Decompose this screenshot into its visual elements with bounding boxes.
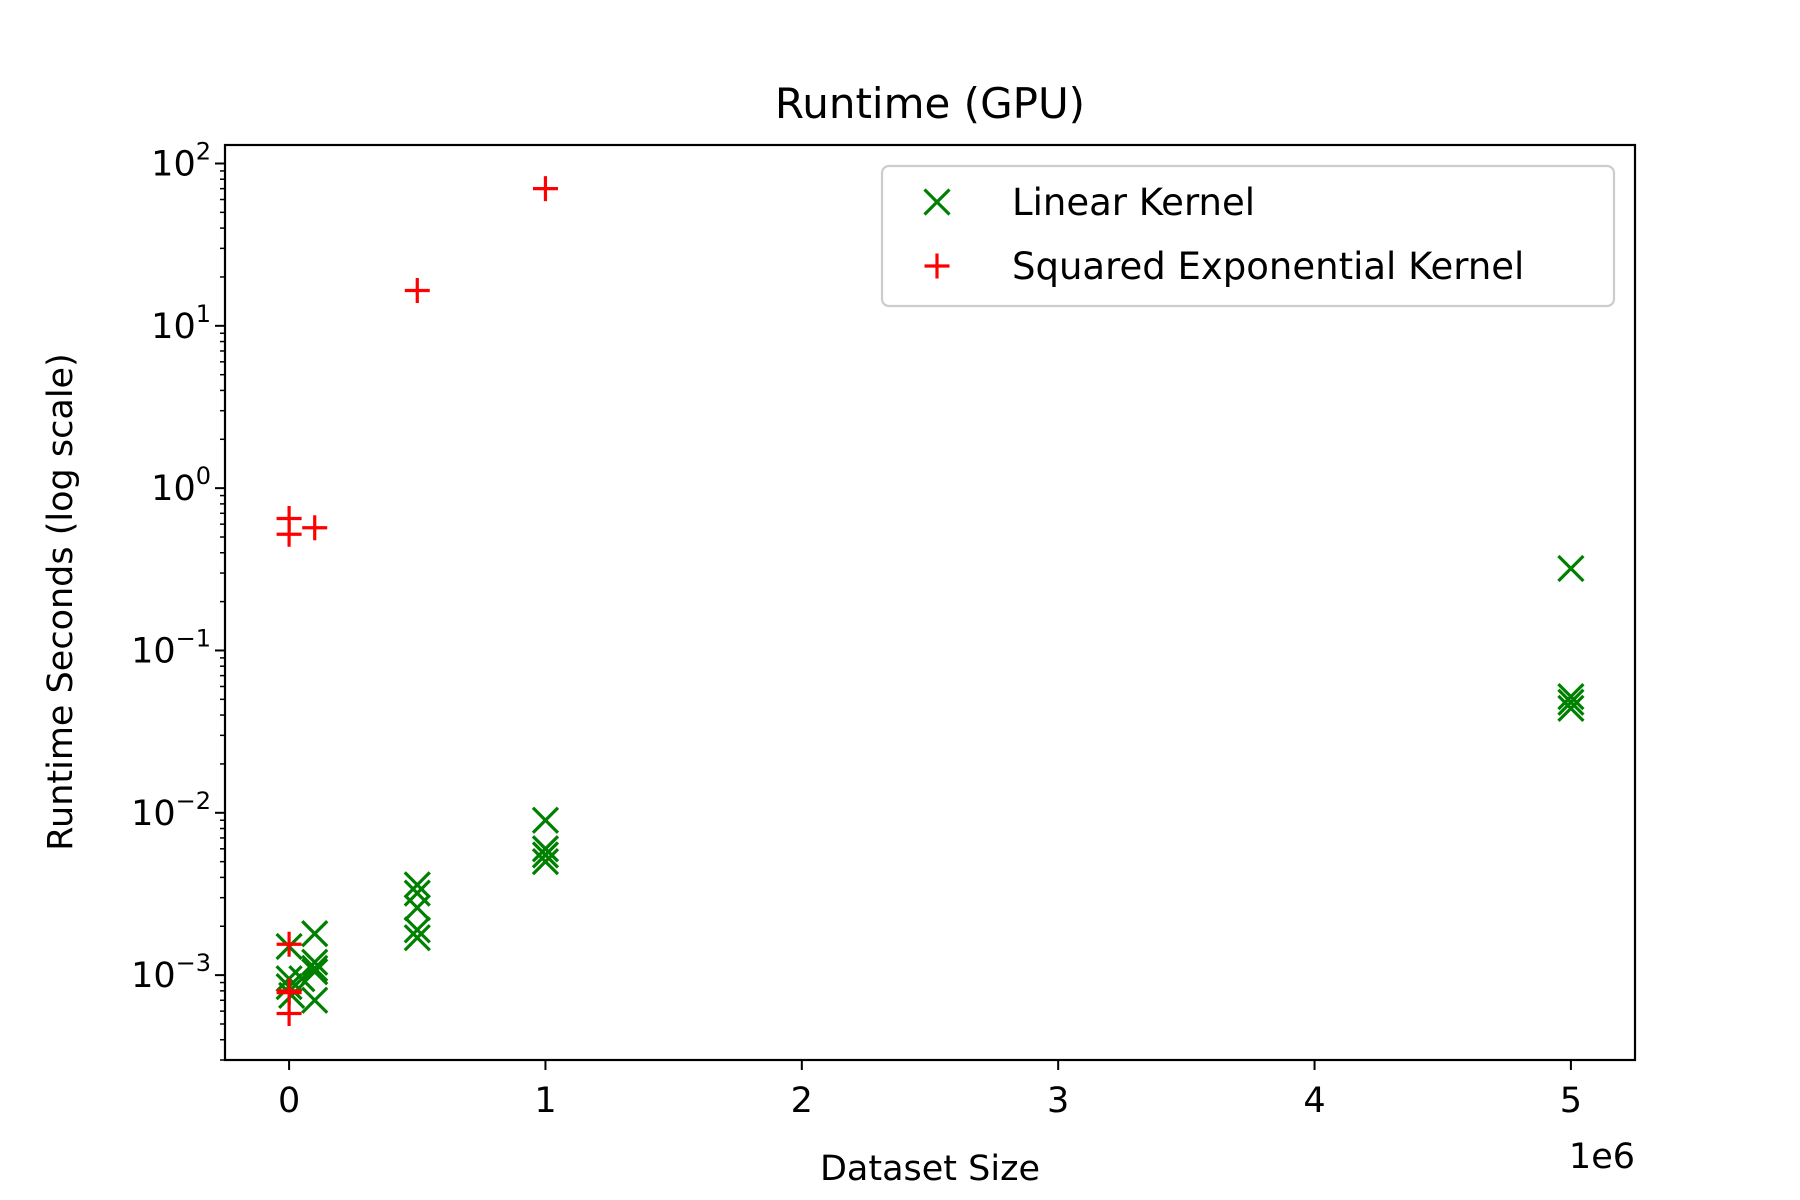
x-tick-label: 1 <box>534 1081 556 1121</box>
y-tick-label: 10−1 <box>131 624 211 671</box>
data-marks <box>275 176 1585 1027</box>
x-tick-label: 2 <box>791 1081 813 1121</box>
data-point <box>532 176 558 202</box>
data-point <box>301 920 329 948</box>
data-point <box>531 806 560 834</box>
x-axis-ticks: 0 1 2 3 4 5 <box>278 1060 1582 1121</box>
series-squared-exponential-kernel <box>276 176 558 1027</box>
y-tick-label: 101 <box>151 300 211 347</box>
data-point <box>276 980 302 1006</box>
x-tick-label: 5 <box>1560 1081 1582 1121</box>
data-point <box>403 894 431 922</box>
x-tick-label: 4 <box>1303 1081 1325 1121</box>
x-axis-label: Dataset Size <box>820 1149 1040 1189</box>
y-tick-label: 10−2 <box>131 787 211 834</box>
data-point <box>1557 694 1585 722</box>
series-linear-kernel <box>275 554 1585 1014</box>
x-tick-label: 3 <box>1047 1081 1069 1121</box>
x-axis-offset-label: 1e6 <box>1569 1137 1635 1177</box>
data-point <box>278 981 306 1010</box>
data-point <box>302 515 328 541</box>
data-point <box>1557 554 1585 583</box>
plot-frame <box>223 143 1637 1062</box>
data-point <box>288 965 316 993</box>
y-tick-label: 100 <box>151 462 211 509</box>
legend-marker <box>924 253 950 279</box>
data-point <box>301 948 329 976</box>
chart-title: Runtime (GPU) <box>775 79 1085 128</box>
legend-box <box>880 164 1616 308</box>
data-point <box>276 1001 302 1027</box>
y-axis-label: Runtime Seconds (log scale) <box>41 353 81 850</box>
data-point <box>403 916 431 944</box>
data-point <box>403 924 431 952</box>
data-point <box>301 986 329 1014</box>
data-point <box>276 931 302 957</box>
legend-marker <box>923 188 951 216</box>
data-point <box>1557 682 1585 711</box>
data-point <box>276 521 302 547</box>
data-point <box>301 954 329 983</box>
y-tick-label: 102 <box>151 137 211 184</box>
legend-label: Squared Exponential Kernel <box>1012 245 1524 288</box>
x-tick-label: 0 <box>278 1081 300 1121</box>
data-point <box>403 871 431 899</box>
data-point <box>1557 688 1585 716</box>
data-point <box>531 848 560 876</box>
y-tick-label: 10−3 <box>131 949 211 996</box>
data-point <box>301 958 329 986</box>
data-point <box>531 835 560 863</box>
legend-entries: Linear Kernel Squared Exponential Kernel <box>923 181 1524 288</box>
y-axis-ticks: 10−3 10−2 10−1 100 101 102 <box>131 137 225 1061</box>
data-point <box>404 278 430 304</box>
legend-label: Linear Kernel <box>1012 181 1255 224</box>
legend: Linear Kernel Squared Exponential Kernel <box>880 164 1616 308</box>
data-point <box>531 841 560 869</box>
